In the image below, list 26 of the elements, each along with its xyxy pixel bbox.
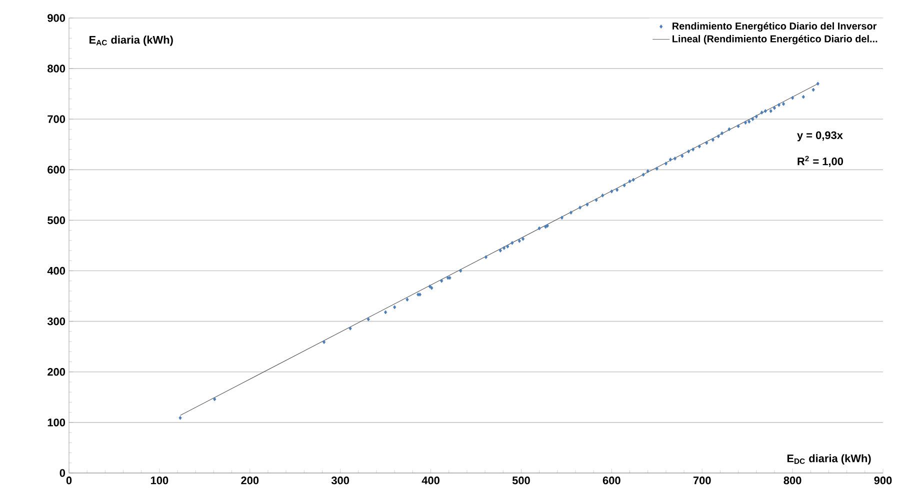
x-tick-label: 400 [422,476,440,484]
x-tick-label: 900 [874,476,892,484]
legend-label: Lineal (Rendimiento Energético Diario del... [672,34,878,44]
y-axis-title: E$_{AC}$ diaria (kWh) [90,36,173,46]
x-tick-label: 100 [150,476,168,484]
y-tick-label: 200 [48,368,66,376]
y-tick-label: 600 [48,166,66,174]
x-tick-label: 0 [66,476,72,484]
x-tick-label: 500 [512,476,530,484]
y-tick-label: 100 [48,418,66,426]
y-tick-label: 800 [48,64,66,72]
y-tick-label: 300 [47,317,66,326]
annotation: R$^{2}$ = 1,00 [798,156,844,167]
x-tick-label: 800 [784,476,802,484]
y-tick-label: 400 [47,266,66,275]
y-tick-label: 900 [48,14,66,22]
x-tick-label: 300 [331,476,350,484]
x-tick-label: 600 [602,476,620,484]
y-tick-label: 0 [60,469,66,477]
annotation: y = 0,93x [797,131,843,142]
x-tick-label: 200 [241,476,259,484]
legend-label: Rendimiento Energético Diario del Inversor [672,22,877,32]
y-tick-label: 500 [48,216,66,224]
x-tick-label: 700 [693,476,711,484]
y-tick-label: 700 [48,115,66,123]
x-axis-title: E$_{DC}$ diaria (kWh) [787,454,871,464]
